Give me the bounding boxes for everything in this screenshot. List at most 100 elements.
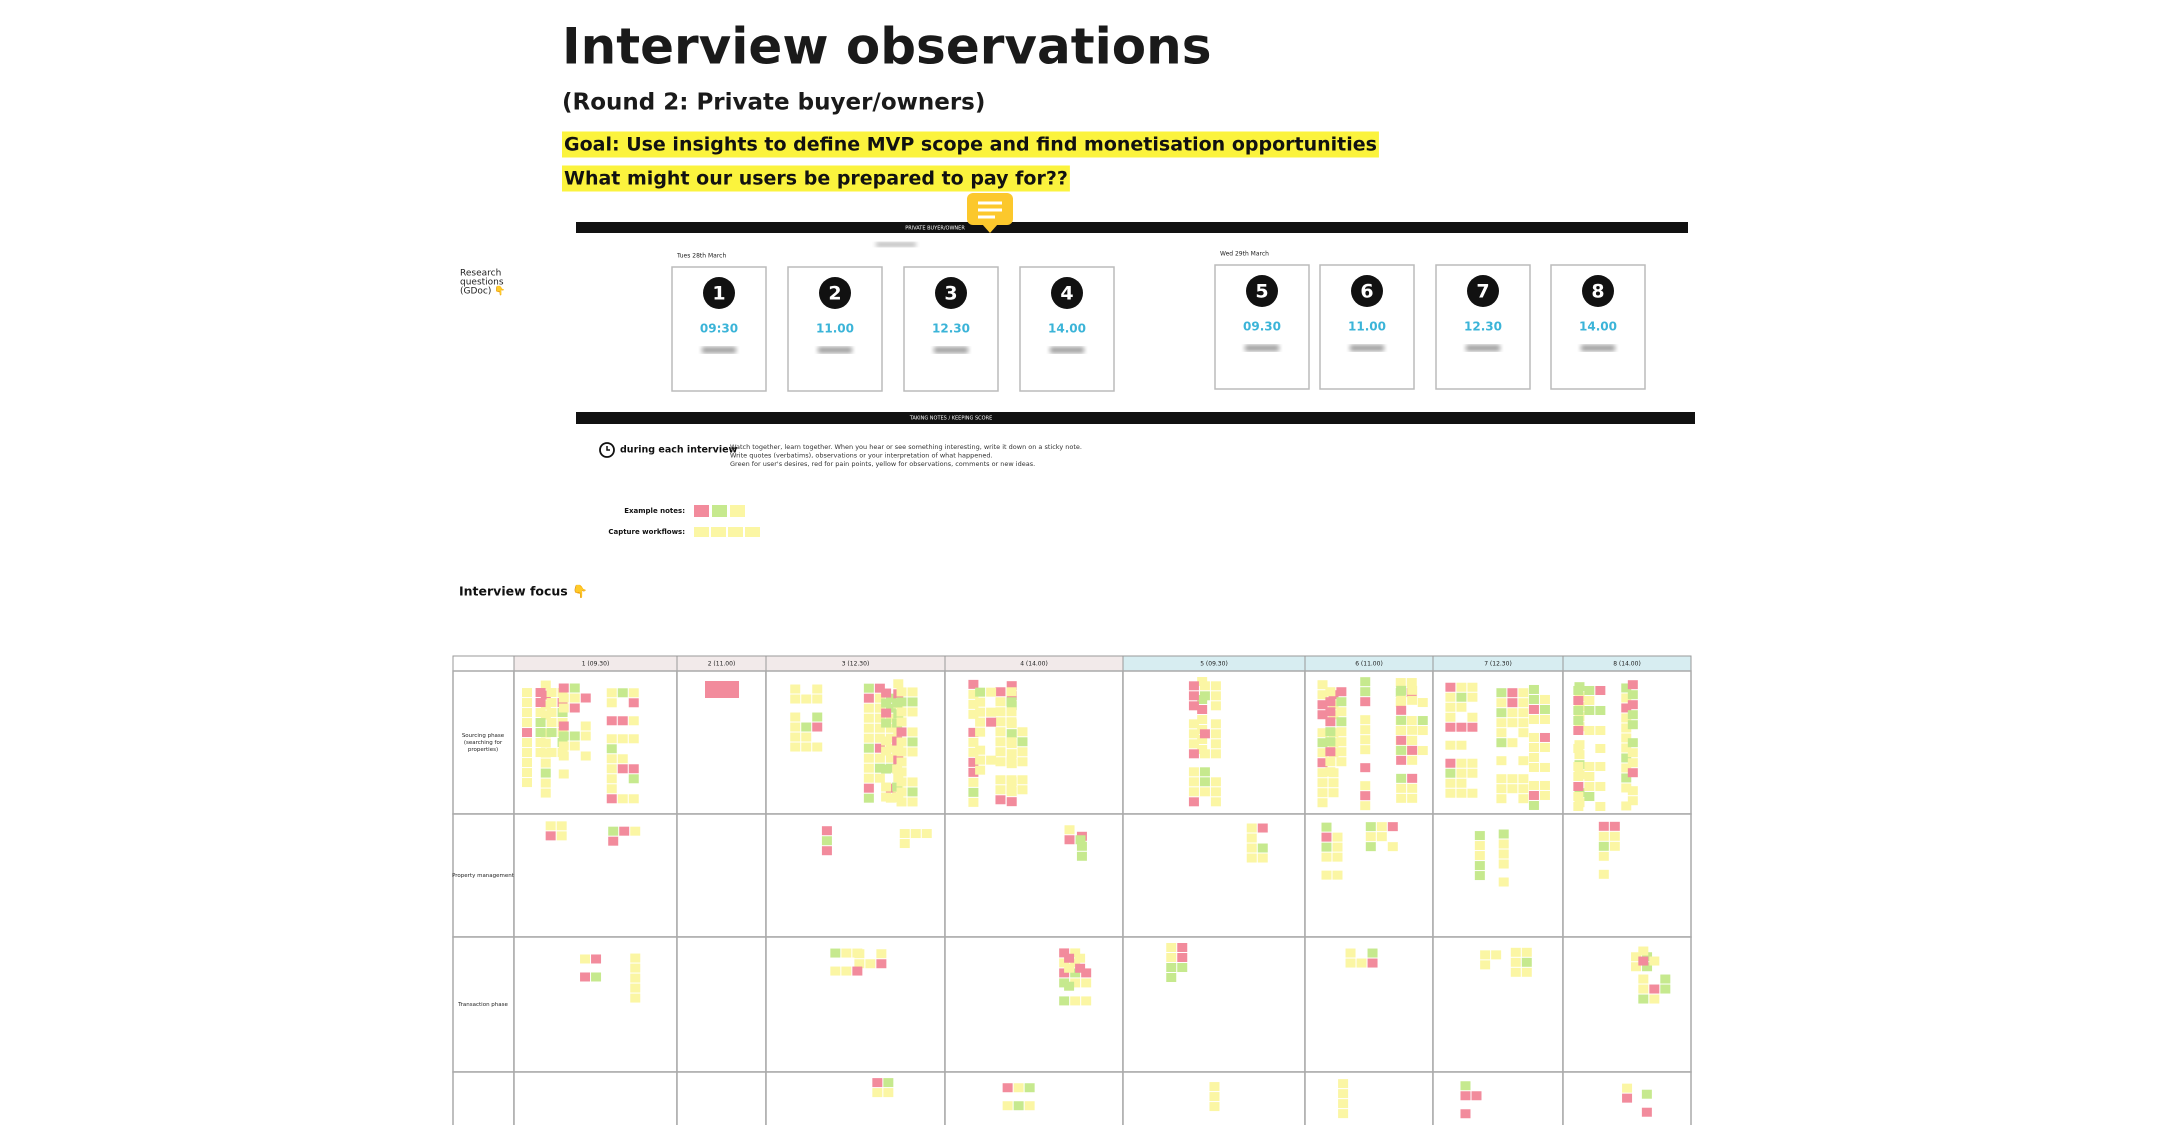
sticky-note bbox=[790, 732, 801, 742]
sticky-note bbox=[1456, 740, 1467, 750]
sticky-note bbox=[1498, 849, 1509, 859]
sticky-note bbox=[556, 821, 567, 831]
session-card[interactable]: 712.30 bbox=[1435, 264, 1531, 390]
blurred-name bbox=[1050, 347, 1084, 353]
sticky-note bbox=[522, 688, 533, 698]
sticky-note bbox=[881, 736, 892, 746]
sticky-note bbox=[1609, 841, 1620, 851]
sticky-note bbox=[540, 710, 551, 720]
sticky-note bbox=[1407, 695, 1418, 705]
sticky-note bbox=[1609, 831, 1620, 841]
sticky-note bbox=[865, 959, 876, 969]
sticky-note bbox=[1199, 729, 1210, 739]
sticky-note bbox=[1075, 835, 1086, 845]
grid-cell bbox=[1562, 813, 1692, 938]
sticky-note bbox=[1365, 832, 1376, 842]
sticky-note bbox=[872, 1088, 883, 1098]
sticky-note bbox=[1528, 780, 1539, 790]
day-date: Wed 29th March bbox=[1220, 251, 1269, 258]
sticky-note bbox=[863, 733, 874, 743]
sticky-note bbox=[1528, 704, 1539, 714]
sticky-note bbox=[863, 703, 874, 713]
sticky-note bbox=[1006, 775, 1017, 785]
sticky-note bbox=[885, 703, 896, 713]
sticky-note bbox=[881, 792, 892, 802]
sticky-note bbox=[1332, 832, 1343, 842]
session-card[interactable]: 611.00 bbox=[1319, 264, 1415, 390]
sticky-note bbox=[801, 722, 812, 732]
sticky-note bbox=[1474, 871, 1485, 881]
sticky-note bbox=[1017, 727, 1028, 737]
sticky-note bbox=[606, 716, 617, 726]
grid-cell bbox=[452, 670, 515, 815]
sticky-note bbox=[907, 697, 918, 707]
sticky-note bbox=[1081, 978, 1092, 988]
grid-cell bbox=[676, 813, 767, 938]
comment-icon[interactable] bbox=[967, 193, 1013, 233]
sticky-note bbox=[1338, 1089, 1349, 1099]
sticky-note bbox=[1627, 786, 1638, 796]
sticky-note bbox=[522, 778, 533, 788]
grid-cell bbox=[944, 936, 1124, 1073]
sticky-note bbox=[1507, 718, 1518, 728]
sticky-note bbox=[1070, 948, 1081, 958]
sticky-note bbox=[995, 747, 1006, 757]
session-card[interactable]: 414.00 bbox=[1019, 266, 1115, 392]
sticky-note bbox=[1257, 853, 1268, 863]
sticky-note bbox=[1649, 994, 1660, 1004]
sticky-note bbox=[885, 693, 896, 703]
highlight bbox=[562, 165, 1070, 192]
sticky-note bbox=[1360, 745, 1371, 755]
sticky-note bbox=[995, 707, 1006, 717]
sticky-note bbox=[1209, 1092, 1220, 1102]
sticky-note bbox=[821, 826, 832, 836]
example-label: Example notes: bbox=[624, 507, 685, 515]
sticky-note bbox=[995, 737, 1006, 747]
sticky-note bbox=[606, 794, 617, 804]
session-card[interactable]: 1 09:30 bbox=[671, 266, 767, 392]
sticky-note bbox=[896, 797, 907, 807]
sticky-note bbox=[1210, 749, 1221, 759]
blurred-name bbox=[1350, 345, 1384, 351]
sticky-note bbox=[1496, 774, 1507, 784]
sticky-note bbox=[1360, 801, 1371, 811]
sticky-note bbox=[1406, 716, 1417, 726]
example-sticky bbox=[730, 505, 745, 517]
sticky-note bbox=[1456, 768, 1467, 778]
sticky-note bbox=[1496, 738, 1507, 748]
sticky-note bbox=[854, 959, 865, 969]
sticky-note bbox=[1621, 783, 1632, 793]
sticky-note bbox=[1188, 749, 1199, 759]
sticky-note bbox=[535, 738, 546, 748]
sticky-note bbox=[1059, 996, 1070, 1006]
sticky-note bbox=[852, 948, 863, 958]
session-number: 1 bbox=[712, 283, 725, 305]
column-header: 2 (11.00) bbox=[708, 661, 736, 668]
highlight bbox=[562, 131, 1379, 158]
side-note: (GDoc) 👇 bbox=[460, 286, 505, 297]
sticky-note bbox=[569, 703, 580, 713]
session-card[interactable]: 814.00 bbox=[1550, 264, 1646, 390]
sticky-note bbox=[1573, 761, 1584, 771]
sticky-note bbox=[580, 731, 591, 741]
sticky-note bbox=[540, 758, 551, 768]
sticky-note bbox=[876, 959, 887, 969]
subtitle: (Round 2: Private buyer/owners) bbox=[562, 90, 985, 116]
session-card[interactable]: 509.30 bbox=[1214, 264, 1310, 390]
sticky-note bbox=[968, 699, 979, 709]
sticky-note bbox=[1407, 745, 1418, 755]
sticky-note bbox=[557, 688, 568, 698]
sticky-note bbox=[881, 764, 892, 774]
sticky-note bbox=[1496, 688, 1507, 698]
sticky-note bbox=[1336, 717, 1347, 727]
session-card[interactable]: 312.30 bbox=[903, 266, 999, 392]
sticky-note bbox=[975, 745, 986, 755]
sticky-note bbox=[1456, 778, 1467, 788]
sticky-note bbox=[1024, 1083, 1035, 1093]
sticky-note bbox=[1075, 963, 1086, 973]
sticky-note bbox=[1006, 697, 1017, 707]
sticky-note bbox=[1406, 678, 1417, 688]
session-card[interactable]: 211.00 bbox=[787, 266, 883, 392]
sticky-note bbox=[841, 966, 852, 976]
sticky-note bbox=[1407, 793, 1418, 803]
